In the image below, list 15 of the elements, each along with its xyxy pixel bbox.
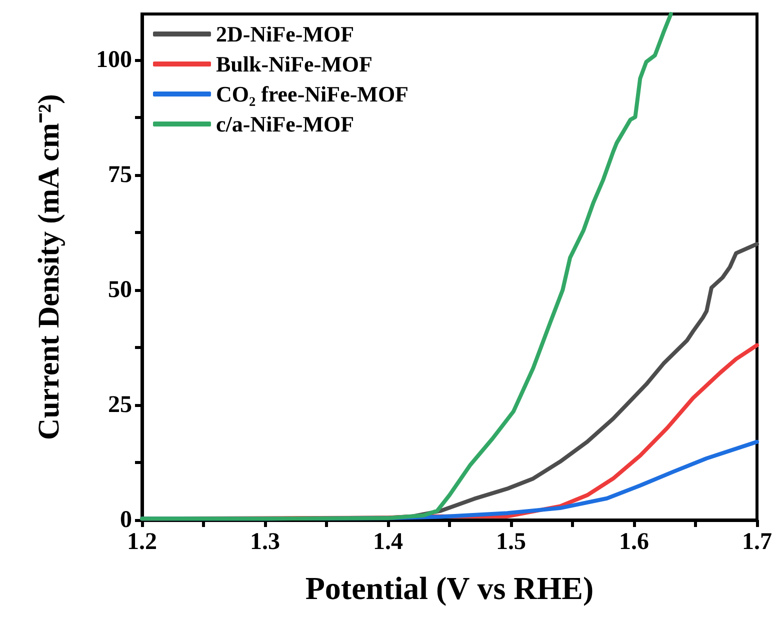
legend-label: c/a-NiFe-MOF — [216, 112, 354, 136]
legend-label: CO₂ free-NiFe-MOF — [216, 82, 408, 106]
x-tick-label: 1.7 — [742, 529, 772, 555]
y-tick-label: 100 — [96, 47, 132, 73]
y-axis-title: Current Density (mA cm⁻²) — [32, 94, 66, 440]
y-tick-label: 25 — [108, 392, 132, 418]
y-tick-label: 75 — [108, 162, 132, 188]
x-tick-label: 1.5 — [496, 529, 526, 555]
legend-label: Bulk-NiFe-MOF — [216, 52, 372, 76]
legend-label: 2D-NiFe-MOF — [216, 22, 354, 46]
x-tick-label: 1.6 — [619, 529, 649, 555]
x-tick-label: 1.3 — [250, 529, 280, 555]
x-axis-title: Potential (V vs RHE) — [305, 570, 594, 606]
x-tick-label: 1.4 — [373, 529, 403, 555]
y-tick-label: 50 — [108, 277, 132, 303]
